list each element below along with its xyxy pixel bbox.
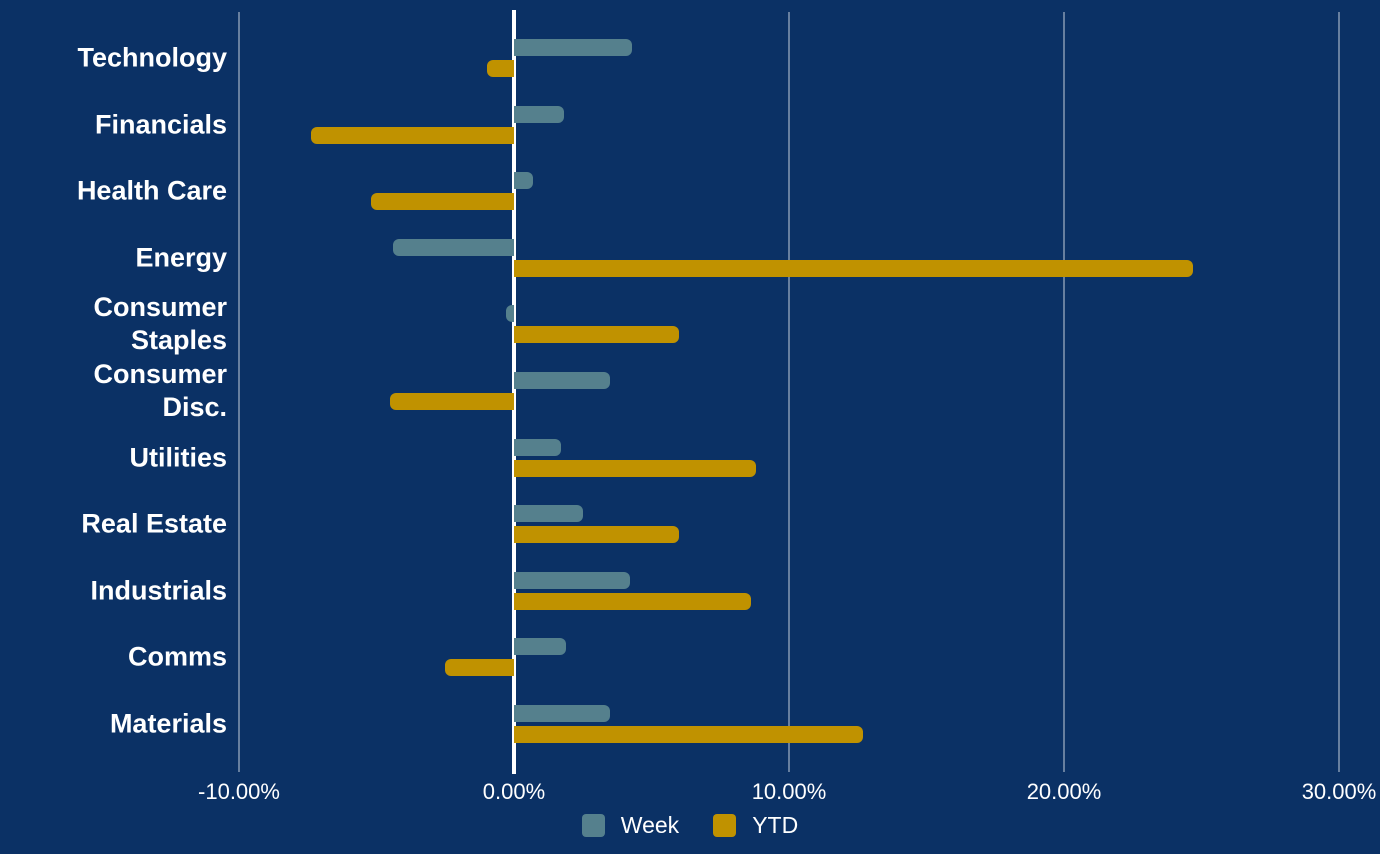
category-label: Health Care	[76, 175, 227, 206]
bar-ytd-technology	[486, 60, 514, 77]
category-label: Financials	[94, 109, 227, 140]
bar-week-consumer-disc	[514, 372, 611, 389]
bar-week-comms	[514, 638, 567, 656]
x-axis-tick-label: 10.00%	[751, 779, 827, 804]
category-label: Consumer Disc.	[93, 359, 227, 422]
bar-ytd-consumer-staples	[514, 326, 679, 344]
x-axis-tick-label: -10.00%	[198, 779, 280, 804]
x-axis-tick-label: 20.00%	[1026, 779, 1102, 804]
category-label: Real Estate	[81, 508, 227, 539]
bar-ytd-utilities	[514, 459, 756, 477]
bar-ytd-real-estate	[514, 526, 679, 544]
bar-week-utilities	[514, 438, 561, 456]
legend-swatch-ytd	[713, 814, 737, 837]
bar-week-financials	[514, 105, 564, 123]
x-axis-tick-label: 30.00%	[1301, 779, 1377, 804]
gridline	[1338, 12, 1340, 772]
category-label: Energy	[135, 242, 227, 273]
bar-ytd-financials	[310, 126, 514, 144]
bar-week-materials	[514, 705, 611, 722]
bar-week-industrials	[514, 571, 630, 589]
gridline	[238, 12, 240, 772]
x-axis-tick-label: 0.00%	[482, 779, 546, 804]
bar-week-energy	[393, 238, 514, 256]
bar-week-health-care	[514, 172, 534, 190]
category-label: Consumer Staples	[93, 292, 227, 356]
legend-label: YTD	[752, 812, 799, 838]
bar-ytd-industrials	[514, 592, 751, 610]
legend-item-week[interactable]: Week	[581, 812, 680, 839]
bar-week-consumer-staples	[505, 305, 514, 323]
category-label: Materials	[109, 708, 227, 739]
category-label: Comms	[127, 641, 227, 672]
bar-ytd-consumer-disc	[390, 393, 514, 410]
bar-week-real-estate	[514, 505, 583, 523]
bar-ytd-health-care	[371, 193, 514, 211]
zero-axis-line	[512, 10, 516, 774]
category-label: Utilities	[129, 442, 227, 473]
legend-swatch-week	[581, 814, 605, 837]
bar-ytd-materials	[514, 726, 864, 743]
gridline	[1063, 12, 1065, 772]
legend-label: Week	[620, 812, 680, 838]
legend-item-ytd[interactable]: YTD	[713, 812, 798, 839]
category-label: Technology	[77, 42, 227, 73]
gridline	[788, 12, 790, 772]
bar-ytd-energy	[514, 259, 1194, 277]
bar-ytd-comms	[445, 659, 514, 677]
bar-week-technology	[514, 39, 633, 56]
category-label: Industrials	[90, 575, 227, 606]
chart-legend: Week YTD	[0, 812, 1380, 839]
